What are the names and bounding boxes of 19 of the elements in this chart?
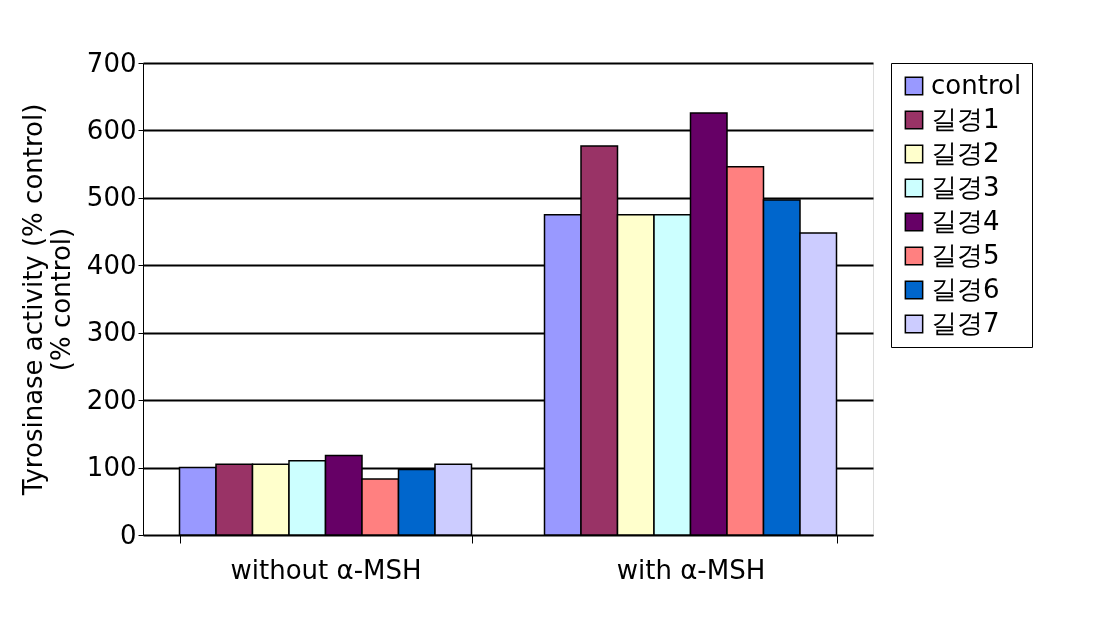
legend-label: 길경1 (931, 104, 1000, 134)
y-axis-title: Tyrosinase activity (% control) (% control) (17, 103, 76, 497)
y-tick-label: 300 (86, 317, 137, 348)
y-tick-label: 600 (86, 114, 137, 145)
y-tick-label: 500 (86, 182, 137, 213)
x-tick-label: without α-MSH (230, 554, 422, 585)
y-tick-label: 700 (86, 47, 137, 78)
y-tick-label: 200 (86, 384, 137, 415)
legend-label: 길경4 (931, 206, 1000, 236)
legend-label: 길경5 (931, 240, 1000, 270)
y-tick-label: 100 (86, 452, 137, 483)
legend-label: 길경3 (931, 172, 1000, 202)
legend-label: 길경7 (931, 308, 1000, 338)
legend-label: control (931, 70, 1022, 100)
y-tick-label: 0 (119, 519, 137, 550)
legend-label: 길경2 (931, 138, 1000, 168)
x-tick-label: with α-MSH (616, 554, 766, 585)
legend-label: 길경6 (931, 274, 1000, 304)
y-tick-label: 400 (86, 249, 137, 280)
